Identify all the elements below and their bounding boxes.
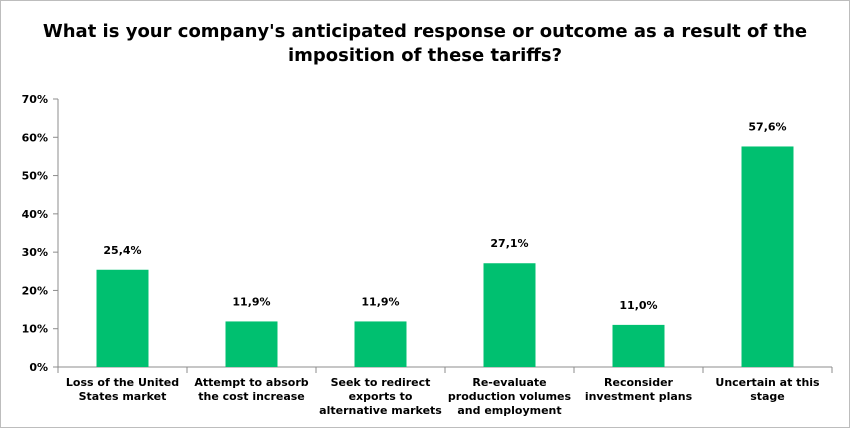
axes: 0% 10% 20% 30% 40% 50% 60% 70% — [22, 93, 833, 374]
x-tick-label: exports to — [349, 390, 413, 403]
x-tick-label: stage — [750, 390, 785, 403]
chart-title: What is your company's anticipated respo… — [0, 20, 850, 68]
bar — [225, 321, 278, 367]
bar — [483, 263, 536, 367]
data-label: 25,4% — [103, 244, 141, 257]
x-tick-label: Loss of the United — [66, 376, 179, 389]
bar — [612, 324, 665, 367]
x-tick-label: production volumes — [448, 390, 572, 403]
data-label: 27,1% — [490, 237, 528, 250]
y-tick-label: 10% — [22, 323, 48, 336]
x-tick-label: alternative markets — [319, 404, 442, 417]
bars — [96, 146, 794, 367]
bar — [354, 321, 407, 367]
y-tick-label: 40% — [22, 208, 48, 221]
x-tick-label: Reconsider — [604, 376, 673, 389]
x-tick-label: Uncertain at this — [715, 376, 820, 389]
y-tick-label: 50% — [22, 170, 48, 183]
data-label: 11,0% — [619, 299, 657, 312]
x-tick-label: Attempt to absorb — [194, 376, 308, 389]
x-tick-label: States market — [79, 390, 167, 403]
y-tick-label: 60% — [22, 131, 48, 144]
data-label: 57,6% — [748, 120, 786, 133]
x-tick-label: Seek to redirect — [331, 376, 431, 389]
y-tick-label: 30% — [22, 246, 48, 259]
y-tick-label: 20% — [22, 284, 48, 297]
y-tick-label: 0% — [29, 361, 48, 374]
x-tick-label: the cost increase — [198, 390, 305, 403]
data-label: 11,9% — [232, 295, 270, 308]
bar — [741, 146, 794, 367]
data-label: 11,9% — [361, 295, 399, 308]
x-tick-label: Re-evaluate — [472, 376, 546, 389]
y-tick-label: 70% — [22, 93, 48, 106]
bar — [96, 269, 149, 367]
x-tick-label: and employment — [457, 404, 561, 417]
x-tick-label: investment plans — [585, 390, 693, 403]
chart-title-text: What is your company's anticipated respo… — [42, 21, 808, 66]
